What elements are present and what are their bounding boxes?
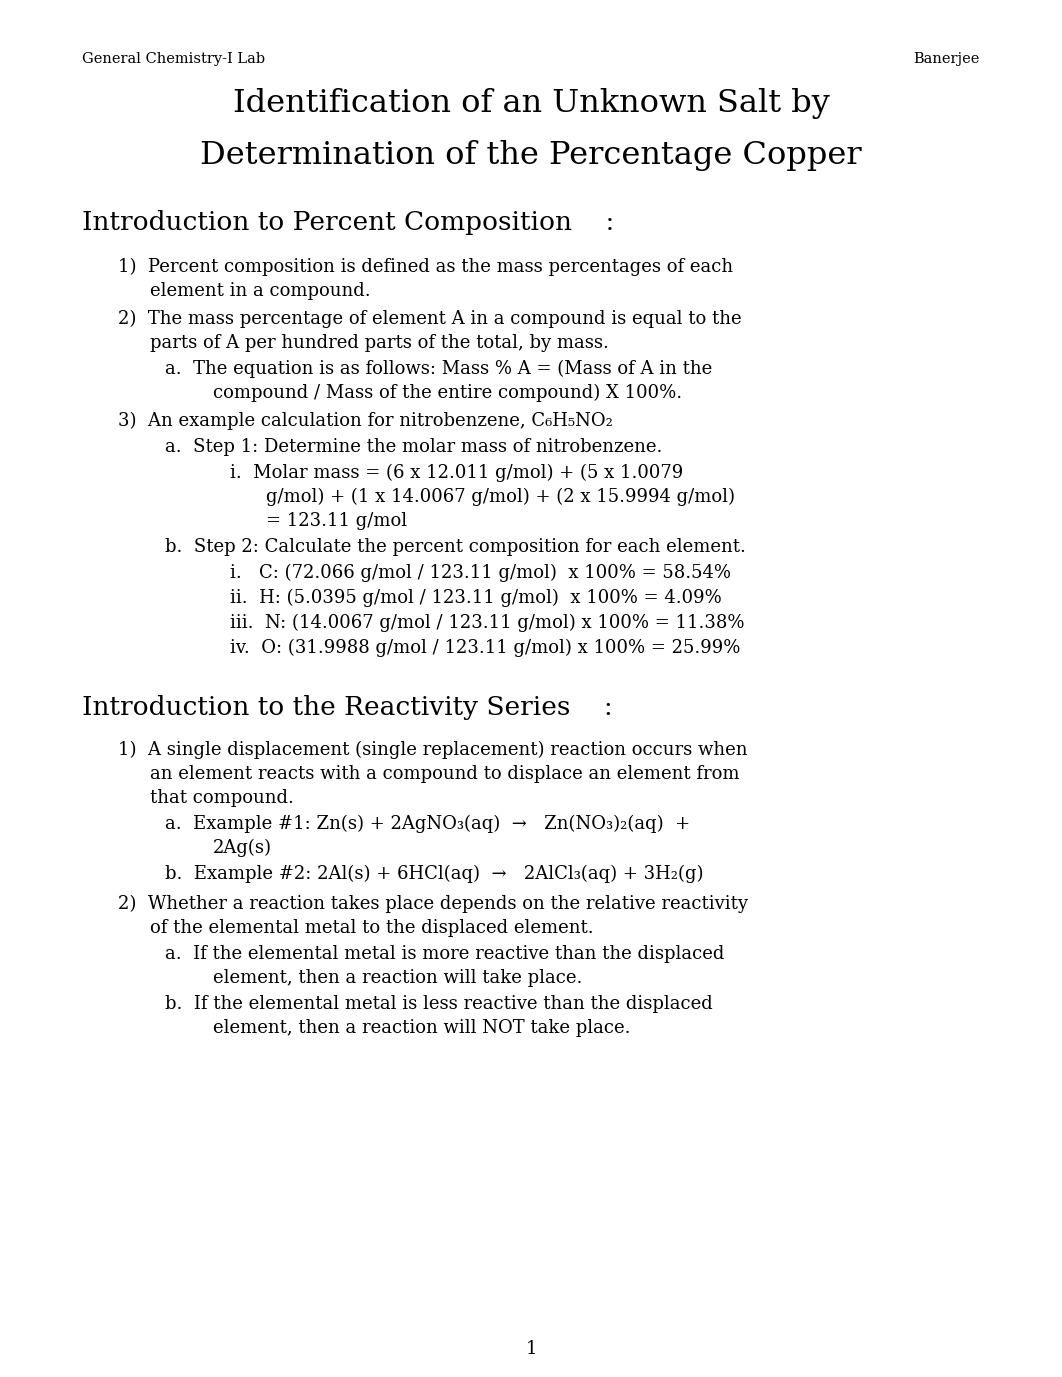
Text: iii.  N: (14.0067 g/mol / 123.11 g/mol) x 100% = 11.38%: iii. N: (14.0067 g/mol / 123.11 g/mol) x… (230, 614, 744, 632)
Text: Banerjee: Banerjee (913, 52, 980, 66)
Text: 2)  The mass percentage of element A in a compound is equal to the: 2) The mass percentage of element A in a… (118, 310, 741, 328)
Text: 1)  Percent composition is defined as the mass percentages of each: 1) Percent composition is defined as the… (118, 257, 733, 277)
Text: b.  Step 2: Calculate the percent composition for each element.: b. Step 2: Calculate the percent composi… (165, 538, 746, 556)
Text: Determination of the Percentage Copper: Determination of the Percentage Copper (201, 140, 861, 171)
Text: Identification of an Unknown Salt by: Identification of an Unknown Salt by (233, 88, 829, 118)
Text: 1: 1 (526, 1340, 536, 1358)
Text: compound / Mass of the entire compound) X 100%.: compound / Mass of the entire compound) … (213, 384, 682, 402)
Text: of the elemental metal to the displaced element.: of the elemental metal to the displaced … (150, 918, 594, 936)
Text: 1)  A single displacement (single replacement) reaction occurs when: 1) A single displacement (single replace… (118, 741, 748, 759)
Text: General Chemistry-I Lab: General Chemistry-I Lab (82, 52, 266, 66)
Text: parts of A per hundred parts of the total, by mass.: parts of A per hundred parts of the tota… (150, 335, 609, 353)
Text: an element reacts with a compound to displace an element from: an element reacts with a compound to dis… (150, 766, 739, 784)
Text: 2)  Whether a reaction takes place depends on the relative reactivity: 2) Whether a reaction takes place depend… (118, 895, 748, 913)
Text: g/mol) + (1 x 14.0067 g/mol) + (2 x 15.9994 g/mol): g/mol) + (1 x 14.0067 g/mol) + (2 x 15.9… (266, 487, 735, 507)
Text: a.  Step 1: Determine the molar mass of nitrobenzene.: a. Step 1: Determine the molar mass of n… (165, 438, 663, 456)
Text: b.  Example #2: 2Al(s) + 6HCl(aq)  →   2AlCl₃(aq) + 3H₂(g): b. Example #2: 2Al(s) + 6HCl(aq) → 2AlCl… (165, 865, 703, 883)
Text: = 123.11 g/mol: = 123.11 g/mol (266, 512, 407, 530)
Text: i.   C: (72.066 g/mol / 123.11 g/mol)  x 100% = 58.54%: i. C: (72.066 g/mol / 123.11 g/mol) x 10… (230, 565, 731, 582)
Text: element in a compound.: element in a compound. (150, 282, 371, 300)
Text: element, then a reaction will NOT take place.: element, then a reaction will NOT take p… (213, 1019, 631, 1037)
Text: a.  The equation is as follows: Mass % A = (Mass of A in the: a. The equation is as follows: Mass % A … (165, 359, 713, 379)
Text: 2Ag(s): 2Ag(s) (213, 839, 272, 858)
Text: b.  If the elemental metal is less reactive than the displaced: b. If the elemental metal is less reacti… (165, 996, 713, 1013)
Text: a.  Example #1: Zn(s) + 2AgNO₃(aq)  →   Zn(NO₃)₂(aq)  +: a. Example #1: Zn(s) + 2AgNO₃(aq) → Zn(N… (165, 815, 690, 833)
Text: a.  If the elemental metal is more reactive than the displaced: a. If the elemental metal is more reacti… (165, 945, 724, 963)
Text: i.  Molar mass = (6 x 12.011 g/mol) + (5 x 1.0079: i. Molar mass = (6 x 12.011 g/mol) + (5 … (230, 464, 683, 482)
Text: element, then a reaction will take place.: element, then a reaction will take place… (213, 969, 582, 987)
Text: Introduction to the Reactivity Series    :: Introduction to the Reactivity Series : (82, 695, 613, 720)
Text: that compound.: that compound. (150, 789, 294, 807)
Text: ii.  H: (5.0395 g/mol / 123.11 g/mol)  x 100% = 4.09%: ii. H: (5.0395 g/mol / 123.11 g/mol) x 1… (230, 589, 722, 607)
Text: iv.  O: (31.9988 g/mol / 123.11 g/mol) x 100% = 25.99%: iv. O: (31.9988 g/mol / 123.11 g/mol) x … (230, 639, 740, 657)
Text: Introduction to Percent Composition    :: Introduction to Percent Composition : (82, 211, 615, 235)
Text: 3)  An example calculation for nitrobenzene, C₆H₅NO₂: 3) An example calculation for nitrobenze… (118, 412, 613, 430)
